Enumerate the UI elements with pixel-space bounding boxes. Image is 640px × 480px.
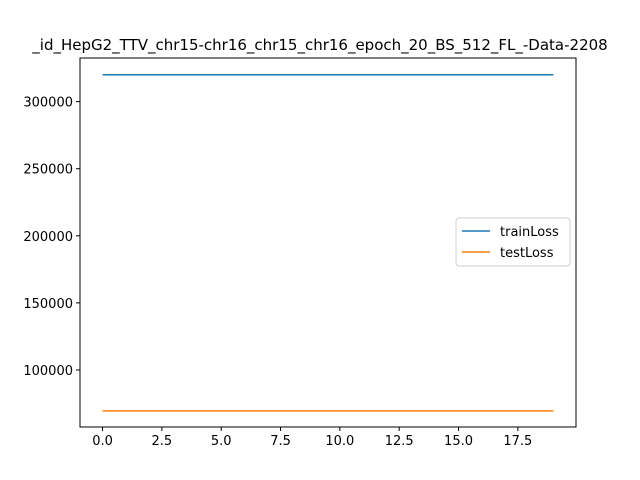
x-tick-label: 12.5 <box>385 434 414 449</box>
x-tick-label: 5.0 <box>211 434 232 449</box>
legend: trainLoss testLoss <box>455 217 571 267</box>
y-tick-label: 300000 <box>23 96 73 111</box>
x-axis: 0.0 2.5 5.0 7.5 10.0 12.5 15.0 17.5 <box>92 427 532 449</box>
x-tick-label: 0.0 <box>92 434 113 449</box>
legend-box <box>455 217 571 267</box>
series-lines <box>102 74 554 412</box>
y-axis: 100000 150000 200000 250000 300000 <box>23 96 80 379</box>
x-tick-label: 17.5 <box>503 434 532 449</box>
x-tick-label: 7.5 <box>270 434 291 449</box>
chart-title: _id_HepG2_TTV_chr15-chr16_chr15_chr16_ep… <box>31 36 607 55</box>
x-tick-label: 2.5 <box>152 434 173 449</box>
axes-frame <box>79 57 577 428</box>
y-tick-label: 200000 <box>23 230 73 245</box>
y-tick-label: 250000 <box>23 163 73 178</box>
x-tick-label: 15.0 <box>444 434 473 449</box>
y-tick-label: 100000 <box>23 364 73 379</box>
y-tick-label: 150000 <box>23 297 73 312</box>
x-tick-label: 10.0 <box>325 434 354 449</box>
legend-label-testLoss: testLoss <box>500 246 554 261</box>
legend-label-trainLoss: trainLoss <box>500 225 559 240</box>
